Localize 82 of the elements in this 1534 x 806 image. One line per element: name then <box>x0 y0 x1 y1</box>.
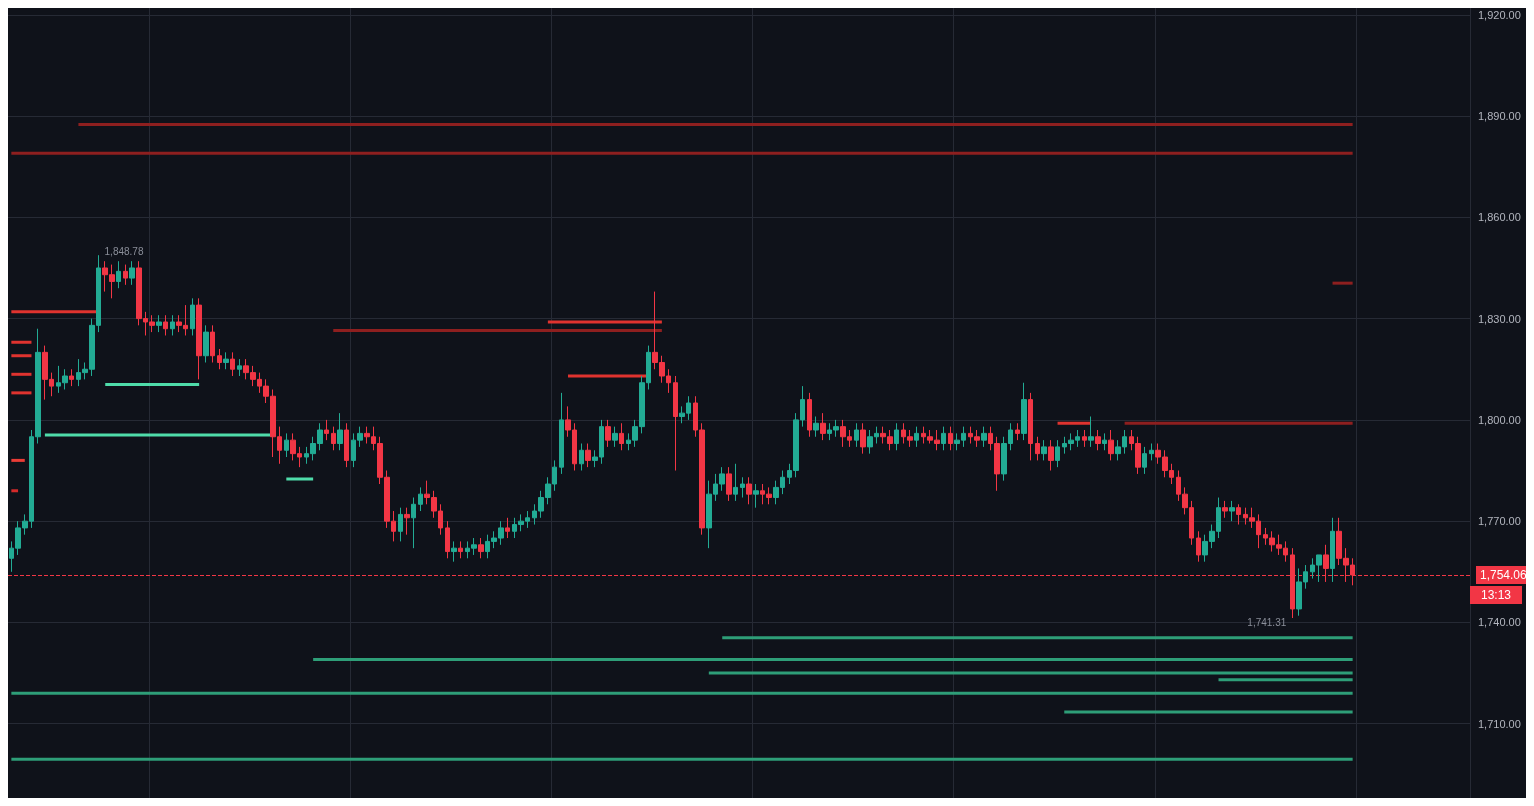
candlestick <box>559 392 564 475</box>
candlestick <box>210 324 215 363</box>
candlestick <box>579 443 584 472</box>
candlestick <box>807 392 812 438</box>
candlestick <box>1330 517 1335 583</box>
candlestick <box>753 483 759 509</box>
candlestick <box>230 351 235 377</box>
y-tick-label: 1,920.00 <box>1478 8 1521 21</box>
candlestick <box>820 412 826 441</box>
y-tick-label: 1,890.00 <box>1478 110 1521 123</box>
candlestick <box>1021 382 1027 441</box>
candlestick <box>217 348 222 370</box>
candlestick <box>726 466 732 502</box>
candlestick <box>163 314 168 336</box>
candlestick <box>746 476 752 505</box>
candlestick <box>854 422 859 448</box>
y-tick-label: 1,860.00 <box>1478 211 1521 224</box>
candlestick <box>1229 500 1235 522</box>
candlestick <box>404 507 410 536</box>
candlestick <box>1048 439 1054 472</box>
y-tick-label: 1,770.00 <box>1478 515 1521 528</box>
candlestick <box>619 422 624 451</box>
candlestick <box>733 463 738 502</box>
candlestick <box>156 314 162 333</box>
candlestick <box>941 426 946 451</box>
candlestick <box>1088 416 1094 448</box>
candlestick <box>445 520 450 559</box>
candlestick <box>1102 432 1107 451</box>
candlestick <box>337 412 343 451</box>
candlestick <box>478 537 484 559</box>
ref-line-label: 1,754.06 <box>1480 567 1528 582</box>
candlestick <box>981 426 987 448</box>
candlestick <box>612 426 618 448</box>
candlestick <box>1055 439 1060 468</box>
candlestick <box>324 419 329 441</box>
candlestick <box>505 517 510 539</box>
candlestick <box>451 540 457 563</box>
candlestick <box>948 426 953 451</box>
candlestick <box>860 422 866 455</box>
candlestick <box>69 368 74 387</box>
candlestick <box>605 419 611 448</box>
candlestick <box>116 260 121 289</box>
candlestick <box>1222 500 1228 519</box>
candlestick <box>284 432 289 458</box>
candlestick <box>1108 429 1114 461</box>
candlestick <box>1142 446 1147 475</box>
candlestick <box>1028 392 1033 461</box>
candlestick <box>1015 422 1020 441</box>
candlestick <box>418 486 423 512</box>
candlestick <box>813 416 819 438</box>
candlestick <box>190 297 195 336</box>
candlestick <box>411 497 416 549</box>
candlestick <box>223 351 229 370</box>
candlestick <box>203 324 209 363</box>
candlestick <box>1082 429 1087 448</box>
annotation: 1,741.31 <box>1247 616 1287 628</box>
candlestick <box>914 426 919 448</box>
candlestick <box>170 314 175 336</box>
candlestick <box>1041 439 1047 461</box>
candlestick <box>123 264 128 286</box>
candlestick <box>894 422 899 451</box>
text: 13:13 <box>1480 587 1512 602</box>
candlestick <box>1236 503 1241 526</box>
candlestick <box>237 358 242 377</box>
candlestick <box>740 476 745 499</box>
y-tick-label: 1,830.00 <box>1478 312 1521 325</box>
y-tick-label: 1,710.00 <box>1478 717 1521 730</box>
candlestick <box>331 426 336 451</box>
candlestick <box>1196 530 1201 563</box>
candlestick <box>585 443 591 468</box>
candlestick <box>129 260 135 286</box>
y-tick-label: 1,800.00 <box>1478 413 1521 426</box>
candlestick <box>1149 443 1154 461</box>
candlestick <box>1095 429 1101 451</box>
y-tick-label: 1,740.00 <box>1478 616 1521 629</box>
candlestick <box>398 507 403 542</box>
candlestick <box>1035 436 1040 461</box>
candlestick <box>344 422 349 468</box>
candlestick <box>196 297 202 380</box>
candlestick <box>673 375 678 472</box>
annotation: 1,848.78 <box>104 245 144 257</box>
candlestick <box>458 540 463 559</box>
